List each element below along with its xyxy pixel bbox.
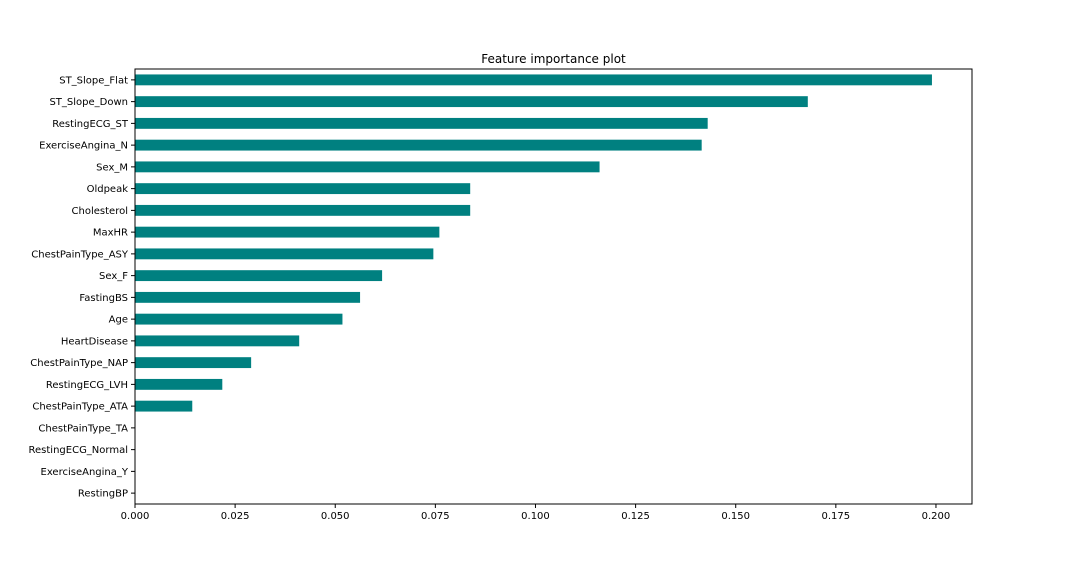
bar-MaxHR — [135, 226, 440, 238]
chart-title: Feature importance plot — [481, 52, 626, 66]
y-tick-label: ExerciseAngina_Y — [41, 467, 129, 478]
y-tick-label: FastingBS — [79, 293, 128, 304]
y-tick-label: ST_Slope_Flat — [59, 75, 128, 86]
bar-ChestPainType_NAP — [135, 357, 252, 369]
bar-ChestPainType_ASY — [135, 248, 434, 260]
y-tick-label: ChestPainType_ASY — [31, 249, 129, 260]
y-tick-label: Sex_F — [99, 271, 128, 282]
x-tick-label: 0.075 — [421, 511, 450, 522]
y-tick-label: ExerciseAngina_N — [39, 141, 128, 152]
bar-Sex_F — [135, 270, 383, 282]
y-tick-label: HeartDisease — [61, 336, 128, 347]
x-tick-label: 0.175 — [822, 511, 851, 522]
x-tick-label: 0.200 — [922, 511, 951, 522]
y-tick-label: Cholesterol — [72, 206, 128, 217]
bar-Oldpeak — [135, 183, 471, 195]
bars-group — [135, 74, 932, 412]
bar-ST_Slope_Flat — [135, 74, 932, 86]
y-tick-label: ChestPainType_TA — [38, 423, 128, 434]
bar-ChestPainType_ATA — [135, 400, 193, 412]
bar-RestingECG_ST — [135, 117, 708, 129]
bar-Cholesterol — [135, 204, 471, 216]
y-tick-label: RestingBP — [78, 489, 128, 500]
bar-HeartDisease — [135, 335, 300, 347]
bar-ST_Slope_Down — [135, 96, 808, 108]
plot-frame — [134, 68, 973, 505]
y-tick-label: RestingECG_LVH — [46, 380, 128, 391]
bar-Age — [135, 313, 343, 325]
y-tick-label: ChestPainType_NAP — [30, 358, 128, 369]
y-tick-label: Sex_M — [96, 162, 128, 173]
x-axis: 0.000 0.025 0.050 0.075 0.100 0.125 0.150 0.175… — [121, 504, 951, 522]
x-tick-label: 0.125 — [621, 511, 650, 522]
bar-Sex_M — [135, 161, 600, 173]
bar-FastingBS — [135, 291, 361, 303]
y-tick-label: ChestPainType_ATA — [32, 402, 128, 413]
x-tick-label: 0.025 — [221, 511, 250, 522]
x-tick-label: 0.050 — [321, 511, 350, 522]
y-axis: ST_Slope_Flat ST_Slope_Down RestingECG_ST E… — [29, 75, 135, 500]
y-tick-label: Oldpeak — [87, 184, 129, 195]
x-tick-label: 0.150 — [721, 511, 750, 522]
y-tick-label: RestingECG_Normal — [29, 445, 128, 456]
bar-ExerciseAngina_N — [135, 139, 702, 151]
x-tick-label: 0.100 — [521, 511, 550, 522]
bar-RestingECG_LVH — [135, 378, 223, 390]
y-tick-label: ST_Slope_Down — [49, 97, 128, 108]
y-tick-label: MaxHR — [93, 228, 128, 239]
y-tick-label: RestingECG_ST — [52, 119, 129, 130]
y-tick-label: Age — [109, 315, 128, 326]
x-tick-label: 0.000 — [121, 511, 150, 522]
